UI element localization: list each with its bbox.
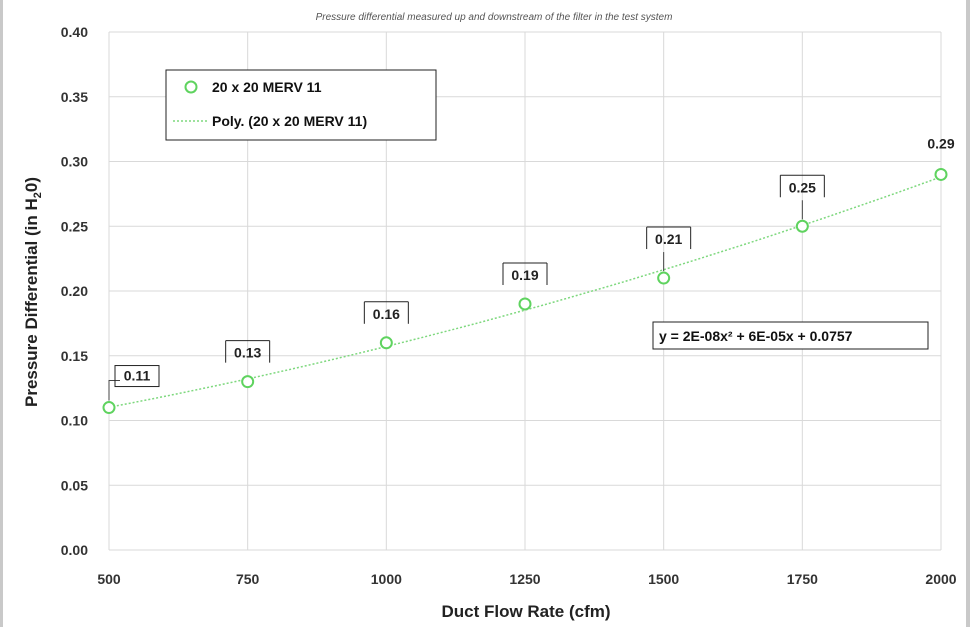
legend-marker-icon <box>184 80 198 94</box>
data-label: 0.29 <box>927 135 954 151</box>
legend-trendline-label: Poly. (20 x 20 MERV 11) <box>212 113 367 129</box>
y-tick-label: 0.20 <box>61 283 88 299</box>
x-axis-ticks: 500 750 1000 1250 1500 1750 2000 <box>97 571 956 587</box>
gridlines <box>108 31 942 551</box>
y-tick-label: 0.25 <box>61 218 88 234</box>
data-label: 0.11 <box>124 368 151 384</box>
y-axis-title-subscript: 2 <box>32 192 44 198</box>
y-axis-title-prefix: Pressure Differential (in H <box>22 198 41 407</box>
x-tick-label: 2000 <box>925 571 956 587</box>
data-point <box>934 167 948 181</box>
legend: 20 x 20 MERV 11 Poly. (20 x 20 MERV 11) <box>165 69 437 141</box>
right-border <box>966 0 970 627</box>
data-point <box>518 297 532 311</box>
data-points <box>102 167 948 415</box>
x-tick-label: 1500 <box>648 571 679 587</box>
legend-series-label: 20 x 20 MERV 11 <box>212 79 322 95</box>
x-axis-title: Duct Flow Rate (cfm) <box>441 602 610 621</box>
y-tick-label: 0.00 <box>61 542 88 558</box>
data-label: 0.19 <box>511 267 538 283</box>
legend-box <box>165 69 437 141</box>
y-axis-title-suffix: 0) <box>22 177 41 192</box>
trendline-equation: y = 2E-08x² + 6E-05x + 0.0757 <box>652 321 929 350</box>
data-point <box>241 375 255 389</box>
data-point <box>657 271 671 285</box>
equation-box <box>652 321 929 350</box>
y-tick-label: 0.15 <box>61 348 88 364</box>
x-tick-label: 1250 <box>509 571 540 587</box>
x-tick-label: 750 <box>236 571 260 587</box>
data-label: 0.25 <box>789 179 816 195</box>
x-tick-label: 500 <box>97 571 121 587</box>
chart-title: Pressure differential measured up and do… <box>316 12 673 23</box>
leader-line <box>108 380 120 401</box>
y-axis-title: Pressure Differential (in H20) <box>22 177 44 407</box>
data-point <box>379 336 393 350</box>
x-tick-label: 1000 <box>371 571 402 587</box>
y-tick-label: 0.30 <box>61 154 88 170</box>
data-label: 0.16 <box>373 306 400 322</box>
data-labels: 0.11 0.13 0.16 0.19 0.21 0.25 0.29 <box>114 135 955 388</box>
data-label: 0.13 <box>234 345 261 361</box>
equation-text: y = 2E-08x² + 6E-05x + 0.0757 <box>659 328 853 344</box>
data-point <box>102 401 116 415</box>
y-tick-label: 0.05 <box>61 477 88 493</box>
x-tick-label: 1750 <box>787 571 818 587</box>
y-axis-ticks: 0.00 0.05 0.10 0.15 0.20 0.25 0.30 0.35 0.40 <box>61 24 88 558</box>
y-tick-label: 0.40 <box>61 24 88 40</box>
left-border <box>0 0 3 627</box>
data-label-leaders <box>108 200 803 401</box>
data-label: 0.21 <box>655 231 682 247</box>
data-point <box>795 219 809 233</box>
y-tick-label: 0.10 <box>61 413 88 429</box>
label-box <box>114 365 160 388</box>
y-tick-label: 0.35 <box>61 89 88 105</box>
